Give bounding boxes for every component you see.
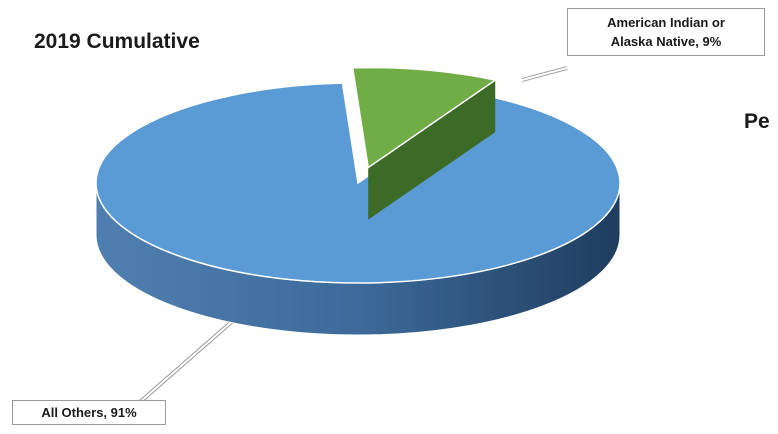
leader-line-all-others-inner <box>139 317 237 403</box>
pie-slices <box>95 66 621 336</box>
slice-american-indian-cut <box>368 80 496 220</box>
slice-american-indian-top <box>351 66 498 169</box>
clipped-heading-text: Pe <box>744 110 770 133</box>
leader-lines <box>138 66 568 404</box>
slice-label-line: American Indian or <box>607 15 725 30</box>
slice-all-others-top <box>95 82 621 284</box>
chart-title: 2019 Cumulative <box>34 30 200 53</box>
slice-label-line: Alaska Native, 9% <box>610 34 722 49</box>
slice-label-all-others: All Others, 91% <box>12 400 166 425</box>
slice-label-american-indian: American Indian or Alaska Native, 9% <box>567 8 765 56</box>
slice-label-line: All Others, 91% <box>41 405 137 420</box>
leader-line-american-indian-inner <box>521 67 568 81</box>
